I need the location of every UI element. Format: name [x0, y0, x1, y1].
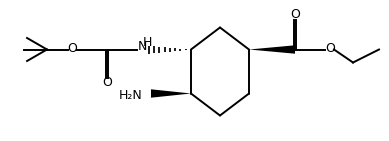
Text: N: N	[138, 40, 147, 53]
Polygon shape	[249, 45, 295, 54]
Polygon shape	[151, 89, 191, 98]
Text: O: O	[290, 8, 300, 21]
Text: O: O	[102, 76, 112, 89]
Text: O: O	[325, 42, 335, 55]
Text: H₂N: H₂N	[119, 89, 142, 102]
Text: O: O	[67, 42, 77, 55]
Text: H: H	[142, 36, 152, 49]
